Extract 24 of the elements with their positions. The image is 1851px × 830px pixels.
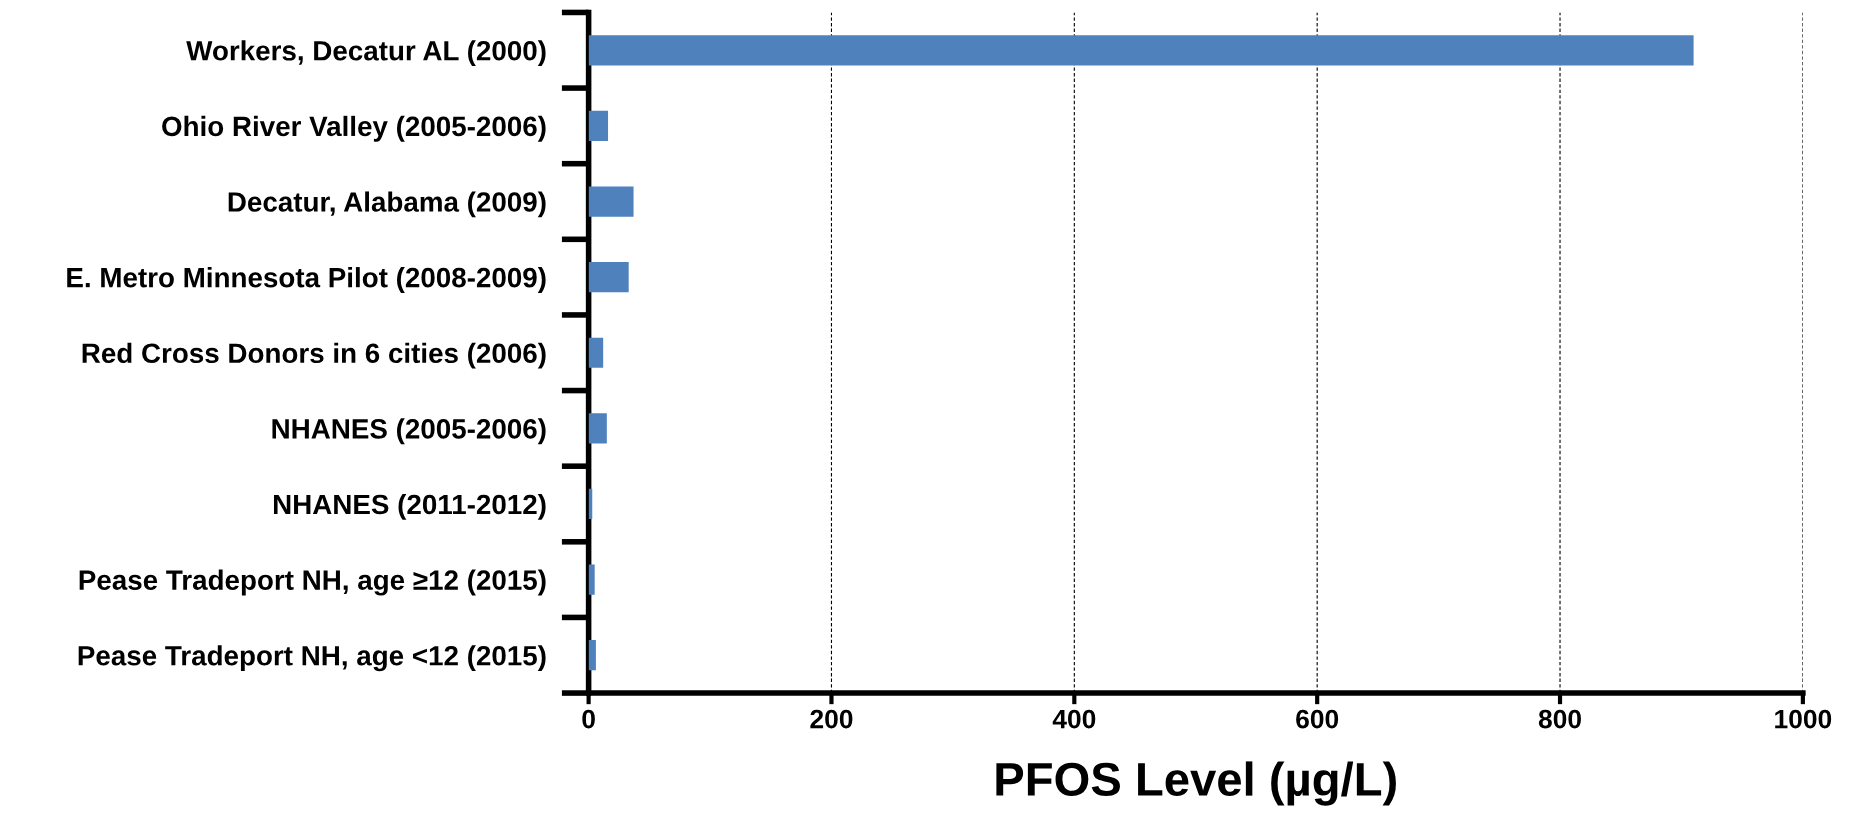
bar	[588, 640, 596, 671]
bar	[588, 262, 629, 293]
x-tick-label: 0	[582, 709, 595, 729]
bar	[588, 110, 609, 142]
y-tick-label: Ohio River Valley (2005-2006)	[162, 115, 546, 142]
x-tick-label: 200	[810, 709, 853, 729]
y-tick-label: Pease Tradeport NH, age <12 (2015)	[78, 645, 546, 672]
y-tick-label: Pease Tradeport NH, age ≥12 (2015)	[79, 569, 546, 596]
x-tick-label: 600	[1296, 709, 1339, 729]
y-tick-label: NHANES (2011-2012)	[274, 493, 546, 520]
bar	[588, 413, 607, 444]
x-tick-label: 1000	[1775, 709, 1832, 729]
x-tick-label: 800	[1538, 709, 1581, 729]
y-tick-label: Workers, Decatur AL (2000)	[186, 40, 546, 67]
x-tick-label: 400	[1052, 709, 1096, 729]
y-tick-label: NHANES (2005-2006)	[272, 418, 546, 445]
y-tick-label: Decatur, Alabama (2009)	[228, 191, 546, 218]
bar	[588, 186, 634, 217]
bar	[588, 337, 604, 368]
y-tick-label: E. Metro Minnesota Pilot (2008-2009)	[67, 267, 546, 293]
x-axis-title: PFOS Level (µg/L)	[996, 761, 1396, 806]
y-tick-label: Red Cross Donors in 6 cities (2006)	[82, 342, 546, 369]
bar	[588, 35, 1694, 66]
bar	[588, 564, 595, 595]
